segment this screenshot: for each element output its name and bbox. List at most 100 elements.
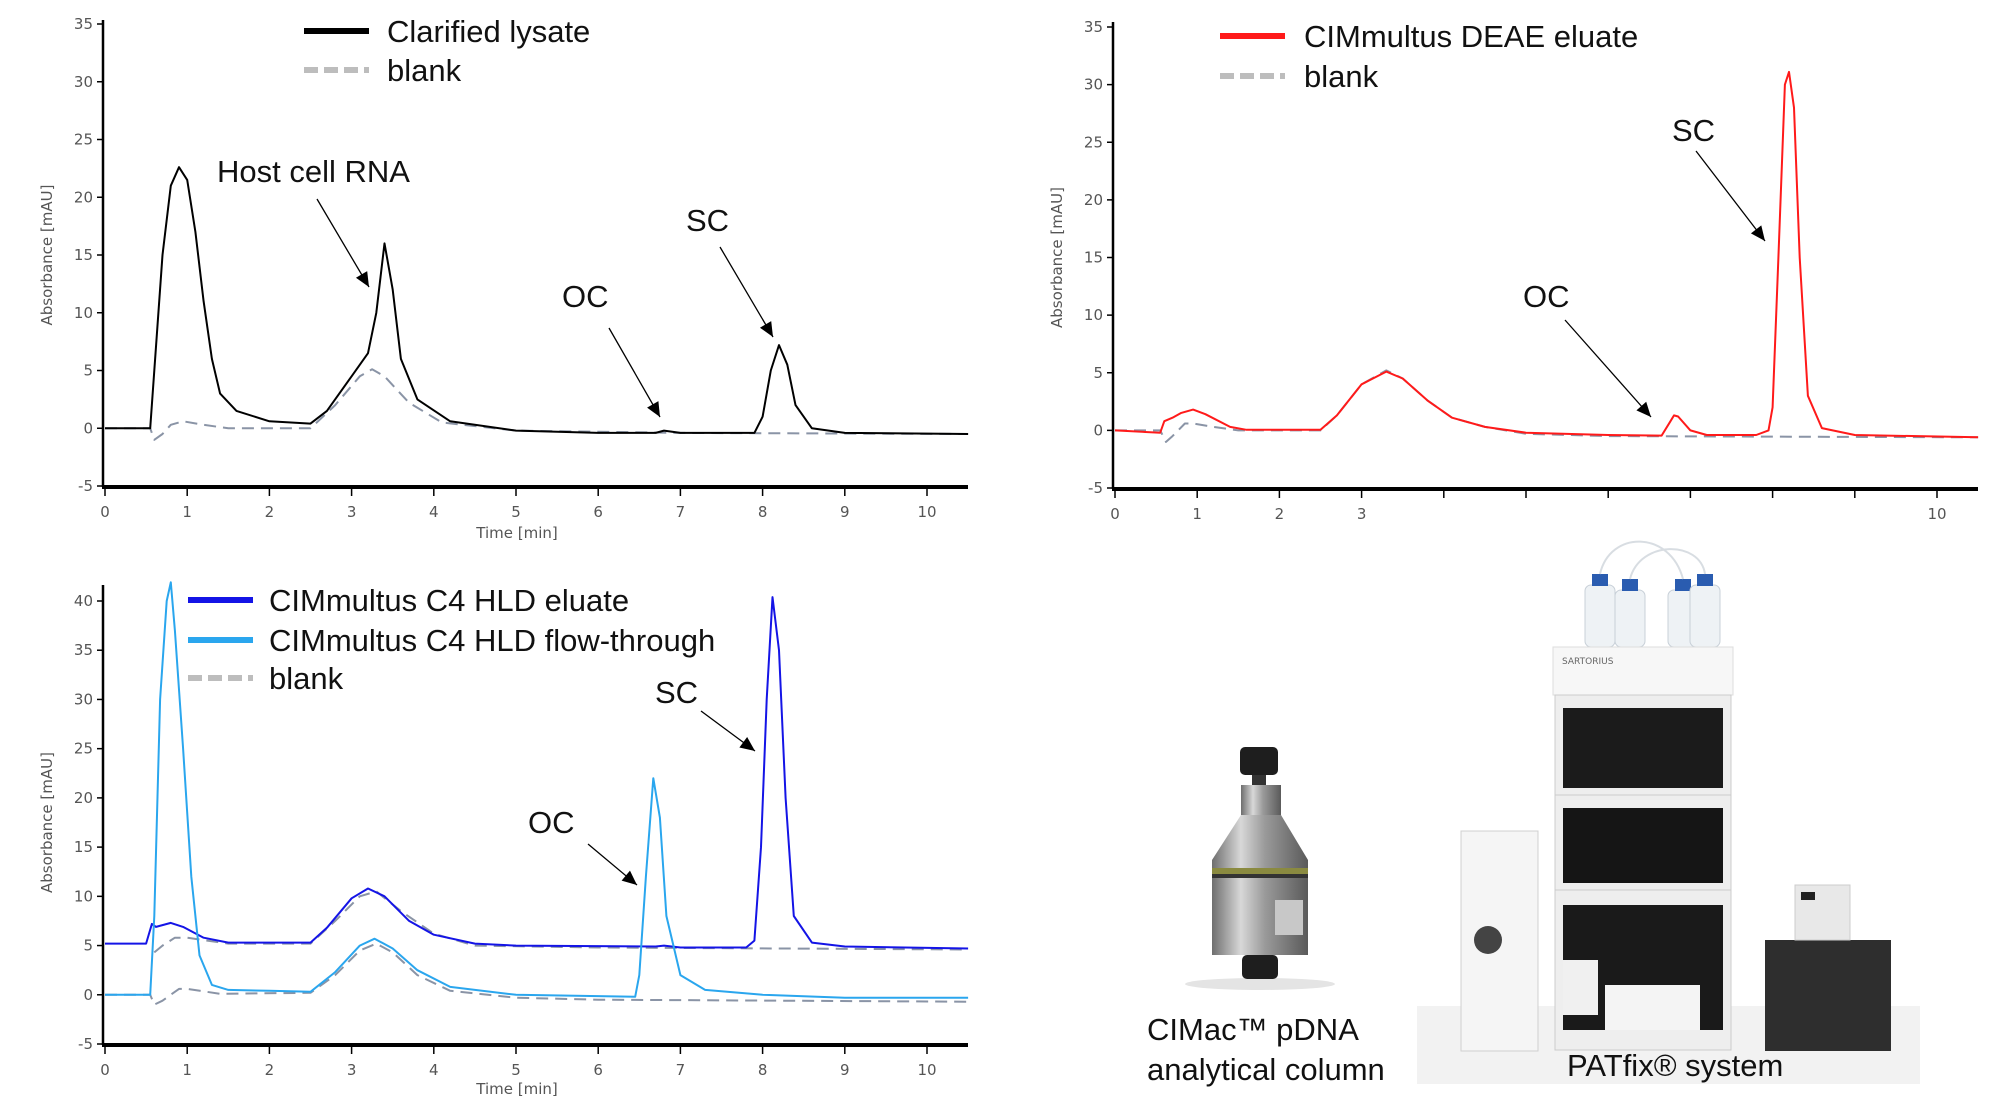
annotation-arrow — [719, 246, 774, 338]
x-tick-label: 6 — [593, 1061, 603, 1079]
y-tick-label: 40 — [74, 592, 93, 610]
annotation-label: Host cell RNA — [217, 154, 410, 189]
legend-label: Clarified lysate — [387, 14, 590, 49]
y-tick-label: 0 — [83, 419, 93, 437]
legend-label: blank — [1304, 59, 1379, 94]
x-tick-label: 10 — [1927, 505, 1946, 523]
arrow-head-icon — [355, 271, 369, 287]
y-tick-label: 0 — [83, 986, 93, 1004]
y-tick-label: 20 — [1084, 191, 1103, 209]
x-tick-label: 0 — [100, 503, 110, 521]
x-tick-label: 2 — [1275, 505, 1285, 523]
y-axis-label: Absorbance [mAU] — [1048, 187, 1066, 328]
y-tick-label: 20 — [74, 188, 93, 206]
column-caption-line2: analytical column — [1147, 1052, 1385, 1087]
x-tick-label: 1 — [182, 503, 192, 521]
y-tick-label: -5 — [1088, 479, 1103, 497]
chart-deae-eluate: -5 0 5 10 15 20 25 30 35 0 1 2 3 10 Absorbance [mAU] CI… — [1048, 18, 1979, 523]
system-caption: PATfix® system — [1567, 1048, 1783, 1083]
annotation-arrow — [608, 327, 661, 418]
x-tick-label: 1 — [182, 1061, 192, 1079]
y-tick-label: 15 — [74, 246, 93, 264]
x-tick-label: 0 — [1110, 505, 1120, 523]
annotation-arrow — [316, 198, 370, 288]
cimac-column-image — [1185, 747, 1335, 990]
x-tick-label: 2 — [265, 1061, 275, 1079]
x-tick-label: 3 — [347, 503, 357, 521]
y-tick-label: 35 — [74, 15, 93, 33]
x-tick-label: 4 — [429, 1061, 439, 1079]
y-tick-label: 30 — [74, 690, 93, 708]
y-tick-label: 0 — [1093, 421, 1103, 439]
series-line-blank — [105, 368, 969, 441]
x-tick-label: 5 — [511, 1061, 521, 1079]
x-tick-label: 4 — [429, 503, 439, 521]
annotation-label: SC — [686, 203, 729, 238]
series-line-cimmultus-c4-hld-flow-through — [105, 581, 969, 999]
x-tick-label: 8 — [758, 503, 768, 521]
y-tick-label: 10 — [74, 887, 93, 905]
x-tick-label: 10 — [917, 1061, 936, 1079]
y-axis-label: Absorbance [mAU] — [38, 752, 56, 893]
series-line-blank — [1115, 369, 1979, 443]
y-tick-label: -5 — [78, 477, 93, 495]
y-tick-label: 15 — [74, 838, 93, 856]
x-tick-label: 1 — [1192, 505, 1202, 523]
x-tick-label: 8 — [758, 1061, 768, 1079]
arrow-head-icon — [647, 401, 660, 417]
y-tick-label: 35 — [74, 641, 93, 659]
x-tick-label: 3 — [1357, 505, 1367, 523]
system-brand-logo: SARTORIUS — [1562, 657, 1614, 667]
y-tick-label: 15 — [1084, 249, 1103, 267]
annotation-label: OC — [528, 805, 575, 840]
series-line-blank — [105, 942, 969, 1006]
y-tick-label: 10 — [1084, 306, 1103, 324]
annotation-label: SC — [655, 675, 698, 710]
legend-label: CIMmultus C4 HLD eluate — [269, 583, 629, 618]
y-tick-label: 20 — [74, 789, 93, 807]
series-line-cimmultus-deae-eluate — [1114, 70, 1979, 439]
patfix-system-image: SARTORIUS — [1460, 540, 1891, 1052]
legend-label: CIMmultus C4 HLD flow-through — [269, 623, 715, 658]
x-tick-label: 6 — [593, 503, 603, 521]
annotation-arrow — [1564, 319, 1652, 418]
annotation-label: SC — [1672, 113, 1715, 148]
y-tick-label: 35 — [1084, 18, 1103, 36]
y-tick-label: 5 — [83, 362, 93, 380]
y-tick-label: 5 — [83, 937, 93, 955]
x-axis-label: Time [min] — [475, 1080, 557, 1098]
legend-label: blank — [269, 661, 344, 696]
x-tick-label: 3 — [347, 1061, 357, 1079]
legend-label: CIMmultus DEAE eluate — [1304, 19, 1638, 54]
arrow-head-icon — [621, 870, 637, 885]
arrow-head-icon — [739, 737, 755, 751]
arrow-head-icon — [1750, 225, 1765, 241]
legend-label: blank — [387, 53, 462, 88]
column-caption-line1: CIMac™ pDNA — [1147, 1012, 1359, 1047]
series-line-clarified-lysate — [105, 166, 969, 435]
chart-clarified-lysate: -5 0 5 10 15 20 25 30 35 0 1 2 3 4 5 6 7 8 9 10 Absorbance [… — [38, 14, 969, 542]
y-tick-label: 30 — [74, 73, 93, 91]
arrow-head-icon — [1636, 401, 1651, 417]
x-tick-label: 2 — [265, 503, 275, 521]
y-tick-label: 10 — [74, 304, 93, 322]
chart-c4-hld: -5 0 5 10 15 20 25 30 35 40 0 1 2 3 4 5 6 7 8 9 10 Absorbance… — [38, 581, 969, 1098]
x-axis-label: Time [min] — [475, 524, 557, 542]
series-line-cimmultus-c4-hld-eluate — [105, 596, 969, 950]
x-tick-label: 9 — [840, 503, 850, 521]
x-tick-label: 7 — [676, 1061, 686, 1079]
y-tick-label: 5 — [1093, 364, 1103, 382]
y-tick-label: 25 — [1084, 133, 1103, 151]
y-tick-label: -5 — [78, 1035, 93, 1053]
x-tick-label: 0 — [100, 1061, 110, 1079]
x-tick-label: 5 — [511, 503, 521, 521]
product-panel: SARTORIUS CIMac™ pDNA analytical column … — [1147, 540, 1920, 1087]
annotation-arrow — [1695, 150, 1766, 242]
y-axis-label: Absorbance [mAU] — [38, 185, 56, 326]
x-tick-label: 9 — [840, 1061, 850, 1079]
annotation-label: OC — [562, 279, 609, 314]
annotation-label: OC — [1523, 279, 1570, 314]
y-tick-label: 30 — [1084, 76, 1103, 94]
x-tick-label: 7 — [676, 503, 686, 521]
